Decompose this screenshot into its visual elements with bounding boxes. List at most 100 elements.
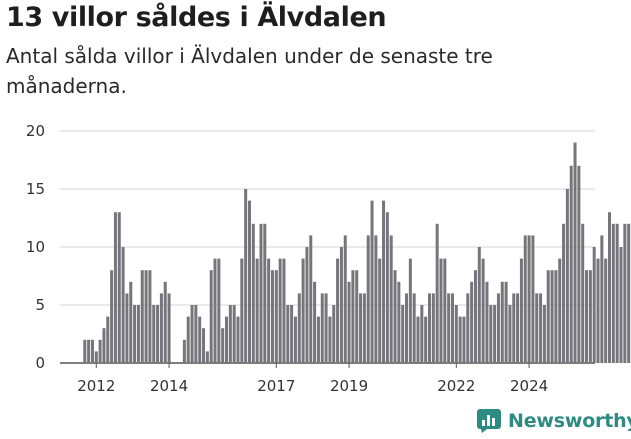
bar (408, 258, 412, 363)
bar (389, 235, 393, 363)
bar (378, 258, 382, 363)
bar (550, 270, 554, 363)
bar (267, 258, 271, 363)
bar (447, 293, 451, 363)
x-tick-label: 2022 (437, 377, 475, 395)
bar (324, 293, 328, 363)
chart-bar-logo-icon (477, 409, 501, 433)
bar (627, 223, 631, 363)
bar (535, 293, 539, 363)
x-tick-label: 2019 (330, 377, 368, 395)
bar (347, 281, 351, 363)
bar (428, 293, 431, 363)
bar (336, 258, 340, 363)
y-tick-label: 0 (35, 354, 45, 372)
bar (393, 270, 397, 363)
bar (454, 305, 458, 363)
bar (320, 293, 324, 363)
bar (581, 223, 585, 363)
bar (213, 258, 217, 363)
bar (148, 270, 152, 363)
bar (351, 270, 355, 363)
bar (615, 223, 619, 363)
bar (198, 316, 202, 363)
bar (577, 165, 581, 363)
bar (190, 305, 194, 363)
bar (152, 305, 156, 363)
bar (500, 281, 504, 363)
bar (558, 258, 562, 363)
bar (355, 270, 359, 363)
bar (604, 258, 608, 363)
bar (221, 328, 225, 363)
bar (159, 293, 163, 363)
chart-title: 13 villor såldes i Älvdalen (6, 2, 387, 33)
bar (202, 328, 206, 363)
bar (274, 270, 278, 363)
bar (527, 235, 531, 363)
bar (117, 212, 121, 363)
chart-subtitle: Antal sålda villor i Älvdalen under de s… (6, 44, 493, 98)
bar (512, 293, 516, 363)
bar (466, 293, 470, 363)
bar (301, 258, 305, 363)
bar (133, 305, 137, 363)
bar (382, 200, 386, 363)
bar (477, 247, 481, 363)
bar (523, 235, 527, 363)
bar (592, 247, 596, 363)
bar (470, 281, 474, 363)
bar (374, 235, 378, 363)
bar (209, 270, 213, 363)
bar (619, 247, 623, 363)
bar (286, 305, 290, 363)
bar (531, 235, 535, 363)
bar (554, 270, 558, 363)
bar (401, 305, 405, 363)
bar (611, 223, 615, 363)
bar (290, 305, 294, 363)
bar (569, 165, 573, 363)
bar (278, 258, 282, 363)
y-tick-label: 20 (26, 122, 45, 140)
bar (247, 200, 251, 363)
x-tick-label: 2024 (510, 377, 548, 395)
bar (600, 235, 604, 363)
bar (316, 316, 320, 363)
bar (259, 223, 263, 363)
bar (516, 293, 520, 363)
bar (343, 235, 347, 363)
bar (339, 247, 343, 363)
bar (588, 270, 592, 363)
bar (420, 305, 424, 363)
bar (450, 293, 454, 363)
brand-name: Newsworthy (508, 410, 631, 432)
newsworthy-brand[interactable]: Newsworthy (476, 408, 631, 434)
bar (504, 281, 508, 363)
bar (255, 258, 259, 363)
bar (293, 316, 297, 363)
bar (405, 293, 409, 363)
bar (362, 293, 366, 363)
bar (508, 305, 512, 363)
bar (110, 270, 114, 363)
bar (263, 223, 267, 363)
bar (225, 316, 229, 363)
bar (156, 305, 160, 363)
bar (332, 305, 336, 363)
bar (585, 270, 589, 363)
bar (412, 293, 416, 363)
bar (186, 316, 190, 363)
bar (623, 223, 627, 363)
bar (359, 293, 363, 363)
bar (113, 212, 117, 363)
bar (424, 316, 428, 363)
bar (129, 281, 133, 363)
x-tick-label: 2012 (77, 377, 115, 395)
bar (462, 316, 466, 363)
bar (121, 247, 125, 363)
bar (439, 258, 443, 363)
bar (270, 270, 274, 363)
bar (194, 305, 198, 363)
